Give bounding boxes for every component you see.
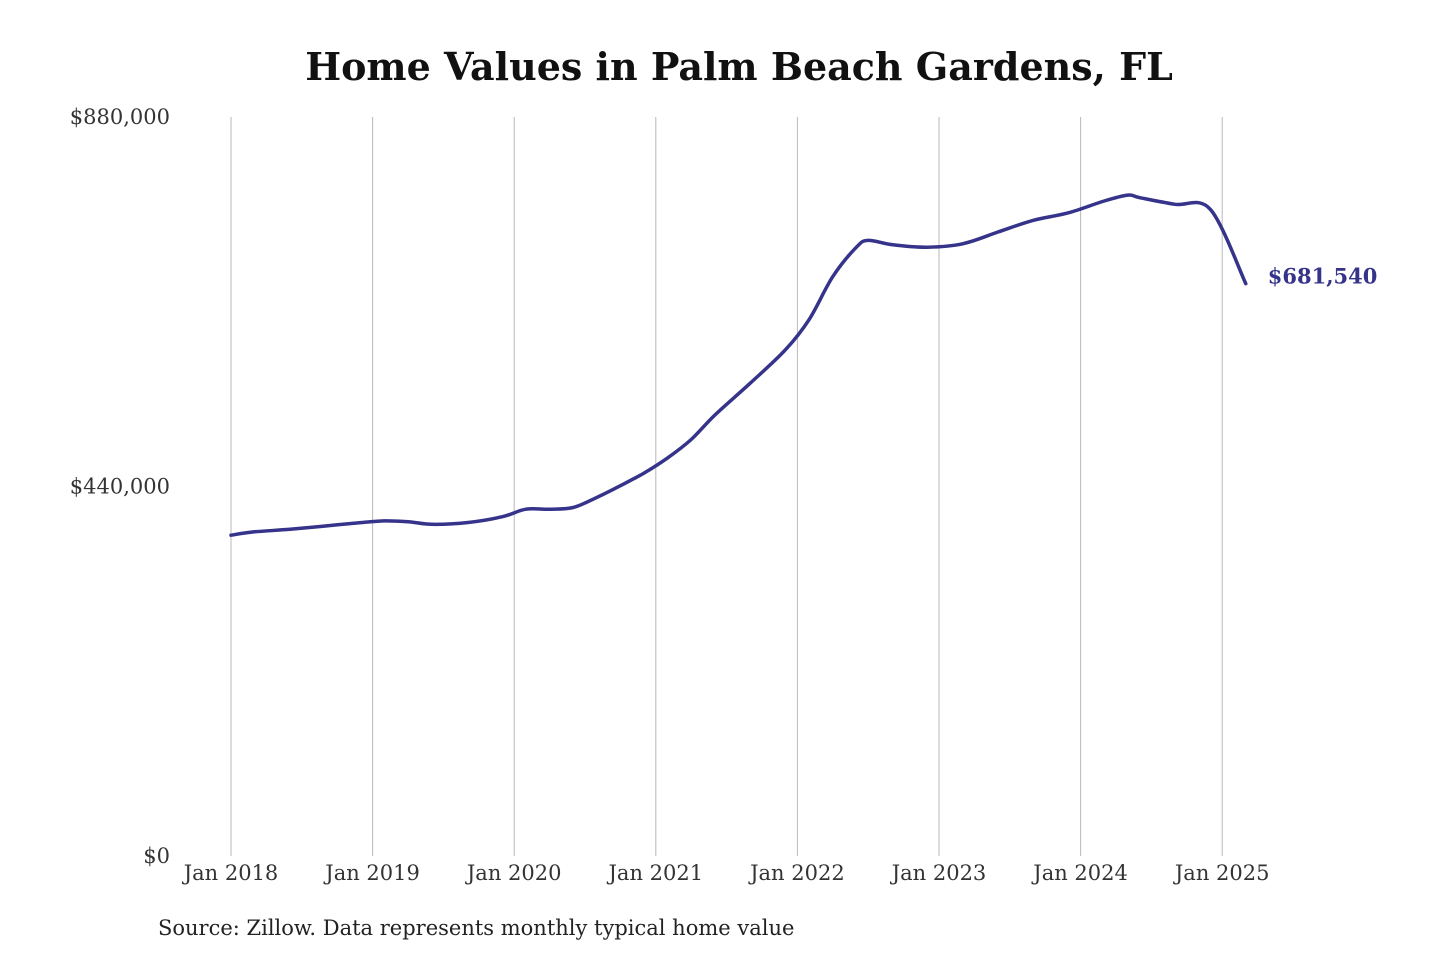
- series-line-0: [229, 193, 1248, 537]
- x-tick-label: Jan 2020: [465, 861, 562, 885]
- x-tick-label: Jan 2021: [607, 861, 704, 885]
- x-tick-label: Jan 2018: [182, 861, 279, 885]
- x-tick-label: Jan 2023: [890, 861, 987, 885]
- x-tick-label: Jan 2024: [1031, 861, 1128, 885]
- end-value-label: $681,540: [1268, 264, 1378, 289]
- y-tick-label: $880,000: [70, 105, 170, 129]
- chart-title: Home Values in Palm Beach Gardens, FL: [305, 44, 1173, 89]
- annotation-layer: $681,540: [1268, 264, 1378, 289]
- vertical-grid: [230, 117, 1223, 856]
- chart-source-note: Source: Zillow. Data represents monthly …: [158, 916, 795, 940]
- series-layer: [229, 193, 1248, 537]
- x-tick-label: Jan 2019: [323, 861, 420, 885]
- x-tick-label: Jan 2025: [1173, 861, 1270, 885]
- x-axis-tick-labels: Jan 2018 Jan 2019 Jan 2020 Jan 2021 Jan 2022…: [182, 861, 1270, 885]
- y-axis-tick-labels: $0 $440,000 $880,000: [70, 105, 170, 868]
- y-tick-label: $0: [143, 844, 170, 868]
- y-tick-label: $440,000: [70, 475, 170, 499]
- x-tick-label: Jan 2022: [748, 861, 845, 885]
